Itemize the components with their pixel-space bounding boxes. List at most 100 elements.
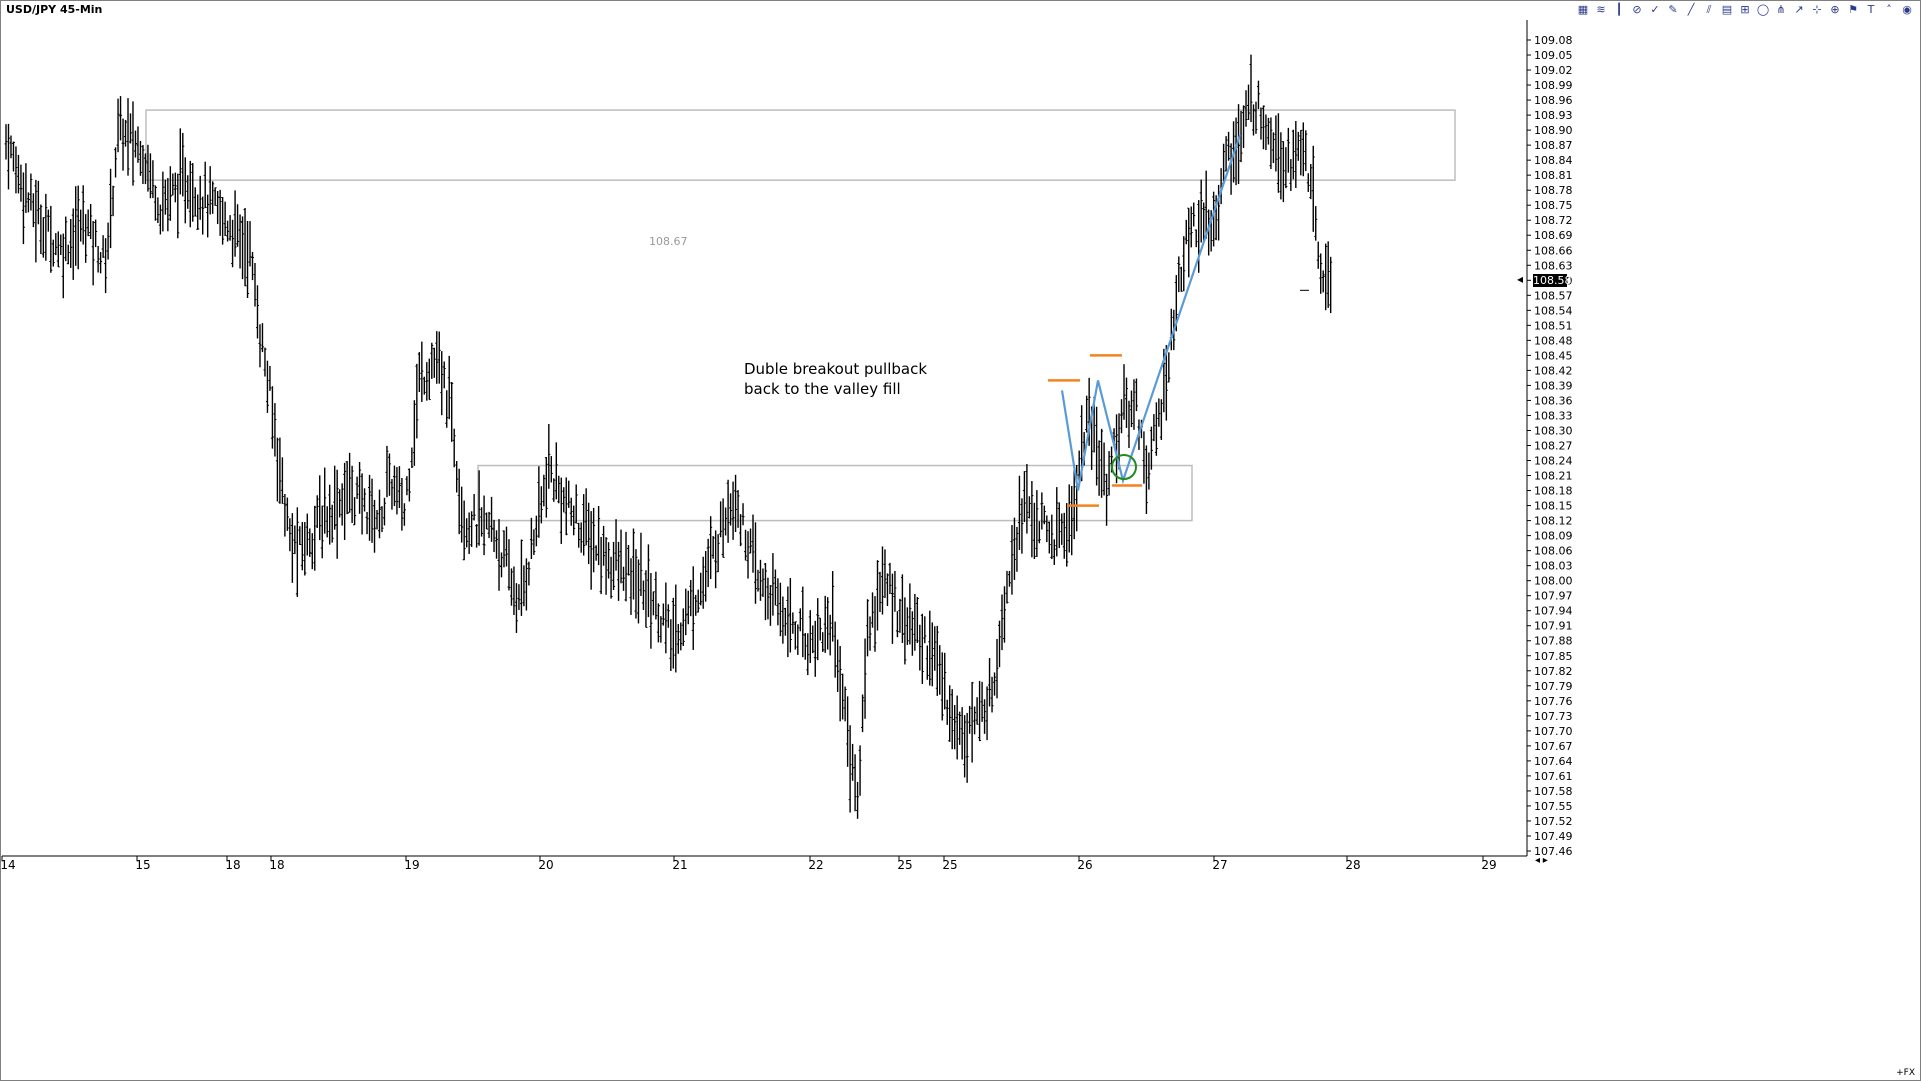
ohlc-bar [995,638,999,699]
ohlc-bar [455,461,459,493]
ohlc-bar [736,490,740,528]
ohlc-bar [445,390,449,428]
ohlc-bar [910,611,914,656]
ohlc-bar [1100,428,1104,498]
caret-icon[interactable]: ˄ [1886,3,1892,16]
ohlc-bar [153,185,157,221]
zoom-icon[interactable]: ⊕ [1830,3,1840,16]
candle-icon[interactable]: ┃ [1615,3,1623,16]
ohlc-bar [656,603,660,643]
price-tick-label: 107.55 [1534,800,1573,813]
ohlc-bar [36,180,40,225]
ohlc-bar [161,171,165,232]
bar-style-icon[interactable]: ▦ [1577,3,1589,16]
pullback-circle[interactable] [1111,454,1137,480]
ohlc-bar [91,220,95,286]
ohlc-bar [532,529,536,555]
wave-icon[interactable]: ≋ [1596,3,1606,16]
ohlc-bar [375,510,379,530]
ohlc-bar [509,568,513,606]
ohlc-bar [963,715,967,778]
ohlc-bar [871,592,875,628]
ohlc-bar [813,620,817,677]
ohlc-bar [699,572,703,606]
ohlc-bar [990,676,994,713]
checkmark-icon[interactable]: ✓ [1650,3,1660,16]
ohlc-bar [768,585,772,626]
ohlc-bar [435,331,439,384]
ohlc-bar [226,220,230,242]
ohlc-bar [1304,130,1308,172]
ohlc-bar [1164,345,1168,421]
grid-icon[interactable]: ▤ [1721,3,1733,16]
ohlc-bar [253,262,257,307]
ohlc-bar [51,239,55,267]
ohlc-bar [462,500,466,561]
price-tick-label: 107.73 [1534,710,1573,723]
scale-handle-icon[interactable]: ◂ ▸ [1535,855,1548,866]
resistance-zone[interactable] [145,109,1456,181]
ohlc-bar [173,172,177,203]
ohlc-bar [724,507,728,536]
ohlc-bar [960,707,964,760]
ohlc-bar [783,607,787,636]
ohlc-bar [109,168,113,249]
ohlc-bar [278,437,282,504]
ohlc-bar [612,541,616,591]
price-tick-label: 108.06 [1534,545,1573,558]
text-icon[interactable]: T [1867,3,1875,16]
ohlc-bar [868,616,872,651]
ohlc-bar [275,437,279,502]
ohlc-bar [766,577,770,620]
arrow-icon[interactable]: ↗ [1794,3,1804,16]
trendline[interactable] [1060,134,1242,491]
fibonacci-icon[interactable]: ⊞ [1740,3,1750,16]
compass-icon[interactable]: ⊘ [1632,3,1642,16]
ohlc-bar [450,382,454,442]
valley-fill-zone[interactable] [477,464,1193,522]
ohlc-bar [64,216,68,262]
ohlc-bar [283,493,287,537]
ohlc-bar [873,596,877,652]
ohlc-bar [524,558,528,611]
ohlc-bar [1309,163,1313,200]
crosshair-icon[interactable]: ⊹ [1812,3,1822,16]
ohlc-bar [1144,445,1148,514]
ohlc-bar [19,164,23,202]
ohlc-bar [94,219,98,248]
channel-icon[interactable]: ⫽ [1706,3,1712,16]
ohlc-bar [482,495,486,556]
ohlc-bar [1237,104,1241,185]
circle-icon[interactable]: ◯ [1756,3,1770,16]
time-tick-label: 19 [404,858,419,872]
ohlc-bar [1217,184,1221,241]
ohlc-bar [412,400,416,466]
ohlc-bar [1052,539,1056,565]
line-tool-icon[interactable]: ╱ [1687,3,1695,16]
pencil-icon[interactable]: ✎ [1668,3,1678,16]
chart-title: USD/JPY 45-Min [6,3,103,16]
eye-icon[interactable]: ◉ [1902,3,1912,16]
ohlc-bar [945,699,949,725]
ohlc-bar [427,358,431,401]
ohlc-bar [1002,586,1006,643]
flag-icon[interactable]: ⚑ [1848,3,1858,16]
ohlc-bar [763,563,767,621]
price-tick-label: 108.27 [1534,440,1573,453]
time-tick-label: 28 [1345,858,1360,872]
pitchfork-icon[interactable]: ⋔ [1776,3,1786,16]
annotation-line-1: Duble breakout pullback [744,360,928,378]
ohlc-bar [1027,496,1031,519]
ohlc-bar [370,478,374,543]
ohlc-bar [236,204,240,247]
ohlc-bar [636,559,640,624]
price-tick-label: 108.03 [1534,560,1573,573]
ohlc-bar [193,187,197,217]
ohlc-bar [828,614,832,656]
ohlc-bar [749,528,753,554]
ohlc-bar [1132,379,1136,430]
ohlc-bar [163,179,167,215]
ohlc-bar [833,621,837,678]
ohlc-bar [495,530,499,559]
